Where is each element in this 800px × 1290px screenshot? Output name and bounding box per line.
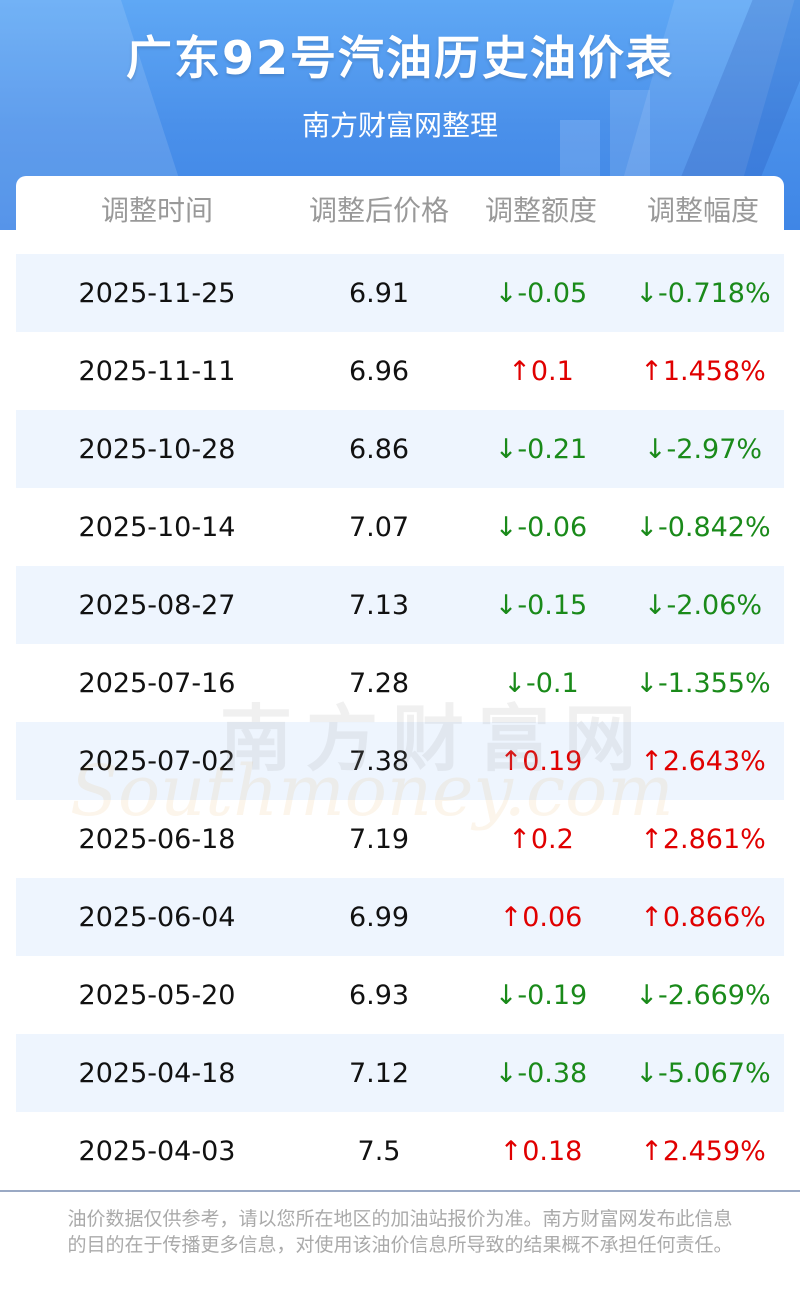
- cell-amount: ↑0.06: [499, 901, 583, 933]
- table-row: 2025-10-14 7.07 ↓-0.06 ↓-0.842%: [16, 488, 784, 566]
- table-row: 2025-06-18 7.19 ↑0.2 ↑2.861%: [16, 800, 784, 878]
- table-row: 2025-11-25 6.91 ↓-0.05 ↓-0.718%: [16, 254, 784, 332]
- cell-date: 2025-04-18: [78, 1057, 236, 1089]
- cell-date: 2025-10-14: [78, 511, 236, 543]
- cell-amount: ↑0.1: [508, 355, 574, 387]
- column-header-price: 调整后价格: [308, 194, 449, 227]
- cell-amount: ↓-0.06: [494, 511, 588, 543]
- table-row: 2025-07-16 7.28 ↓-0.1 ↓-1.355%: [16, 644, 784, 722]
- cell-date: 2025-06-04: [78, 901, 236, 933]
- table-row: 2025-04-03 7.5 ↑0.18 ↑2.459%: [16, 1112, 784, 1190]
- cell-date: 2025-08-27: [78, 589, 236, 621]
- cell-price: 6.93: [348, 979, 410, 1011]
- table-row: 2025-06-04 6.99 ↑0.06 ↑0.866%: [16, 878, 784, 956]
- cell-amount: ↓-0.15: [494, 589, 588, 621]
- footer-disclaimer: 油价数据仅供参考，请以您所在地区的加油站报价为准。南方财富网发布此信息的目的在于…: [67, 1208, 733, 1256]
- cell-amount: ↑0.2: [508, 823, 574, 855]
- cell-rate: ↓-0.718%: [635, 277, 771, 309]
- cell-date: 2025-06-18: [78, 823, 236, 855]
- cell-amount: ↓-0.19: [494, 979, 588, 1011]
- cell-rate: ↑1.458%: [640, 355, 766, 387]
- page-title: 广东92号汽油历史油价表: [125, 31, 674, 85]
- price-table-card: 调整时间 调整后价格 调整额度 调整幅度 2025-11-25 6.91 ↓-0.0…: [16, 176, 784, 1190]
- cell-date: 2025-10-28: [78, 433, 236, 465]
- cell-price: 7.13: [348, 589, 410, 621]
- cell-date: 2025-11-25: [78, 277, 236, 309]
- cell-date: 2025-04-03: [78, 1135, 236, 1167]
- cell-rate: ↓-2.97%: [643, 433, 763, 465]
- cell-rate: ↓-2.669%: [635, 979, 771, 1011]
- column-header-date: 调整时间: [100, 194, 213, 227]
- cell-price: 6.86: [348, 433, 410, 465]
- cell-price: 7.5: [357, 1135, 401, 1167]
- column-header-amount: 调整额度: [484, 194, 597, 227]
- table-body: 2025-11-25 6.91 ↓-0.05 ↓-0.718% 2025-11-11 6.…: [16, 254, 784, 1190]
- table-row: 2025-11-11 6.96 ↑0.1 ↑1.458%: [16, 332, 784, 410]
- cell-amount: ↓-0.21: [494, 433, 588, 465]
- table-row: 2025-05-20 6.93 ↓-0.19 ↓-2.669%: [16, 956, 784, 1034]
- cell-date: 2025-05-20: [78, 979, 236, 1011]
- cell-price: 7.28: [348, 667, 410, 699]
- cell-rate: ↓-1.355%: [635, 667, 771, 699]
- footer-divider: [0, 1190, 800, 1192]
- table-header: 调整时间 调整后价格 调整额度 调整幅度: [16, 176, 784, 254]
- cell-amount: ↓-0.05: [494, 277, 588, 309]
- column-header-rate: 调整幅度: [646, 194, 759, 227]
- cell-rate: ↓-5.067%: [635, 1057, 771, 1089]
- page-subtitle: 南方财富网整理: [301, 109, 498, 142]
- cell-amount: ↓-0.1: [503, 667, 579, 699]
- cell-rate: ↓-0.842%: [635, 511, 771, 543]
- cell-price: 7.38: [348, 745, 410, 777]
- cell-rate: ↑0.866%: [640, 901, 766, 933]
- table-row: 2025-10-28 6.86 ↓-0.21 ↓-2.97%: [16, 410, 784, 488]
- cell-rate: ↓-2.06%: [643, 589, 763, 621]
- cell-price: 7.07: [348, 511, 410, 543]
- table-row: 2025-04-18 7.12 ↓-0.38 ↓-5.067%: [16, 1034, 784, 1112]
- table-row: 2025-07-02 7.38 ↑0.19 ↑2.643%: [16, 722, 784, 800]
- cell-date: 2025-07-02: [78, 745, 236, 777]
- cell-rate: ↑2.861%: [640, 823, 766, 855]
- cell-amount: ↑0.18: [499, 1135, 583, 1167]
- cell-rate: ↑2.643%: [640, 745, 766, 777]
- cell-price: 7.19: [348, 823, 410, 855]
- cell-rate: ↑2.459%: [640, 1135, 766, 1167]
- cell-amount: ↑0.19: [499, 745, 583, 777]
- cell-date: 2025-07-16: [78, 667, 236, 699]
- table-row: 2025-08-27 7.13 ↓-0.15 ↓-2.06%: [16, 566, 784, 644]
- decor-shape: [610, 90, 650, 190]
- cell-price: 7.12: [348, 1057, 410, 1089]
- cell-price: 6.99: [348, 901, 410, 933]
- cell-date: 2025-11-11: [78, 355, 236, 387]
- cell-price: 6.91: [348, 277, 410, 309]
- cell-amount: ↓-0.38: [494, 1057, 588, 1089]
- cell-price: 6.96: [348, 355, 410, 387]
